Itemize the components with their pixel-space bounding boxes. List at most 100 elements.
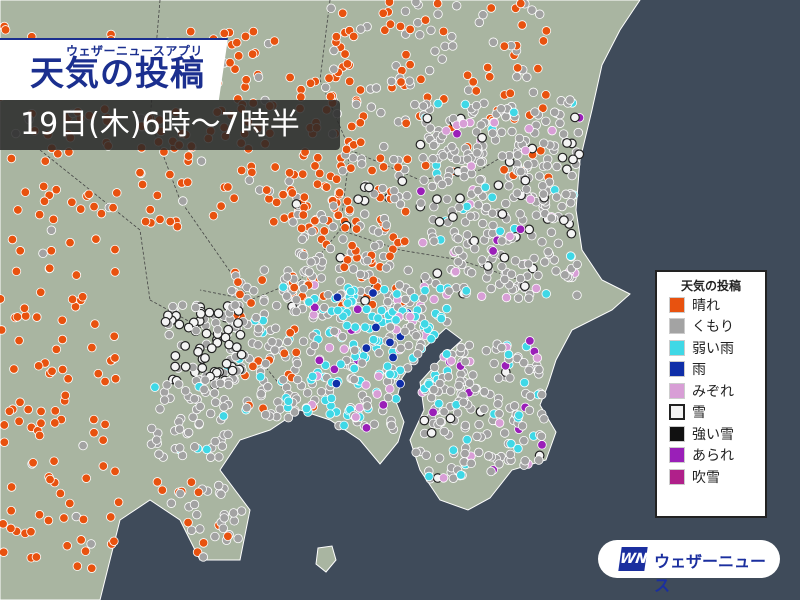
legend-swatch xyxy=(669,425,685,442)
report-marker xyxy=(209,388,220,398)
report-marker xyxy=(319,226,330,236)
report-marker xyxy=(429,140,439,151)
report-marker xyxy=(236,349,247,360)
report-marker xyxy=(210,436,220,447)
report-marker xyxy=(285,72,295,83)
report-marker xyxy=(489,117,499,128)
report-marker xyxy=(216,201,226,211)
report-marker xyxy=(233,318,243,328)
report-marker xyxy=(329,64,339,74)
report-marker xyxy=(471,86,481,96)
report-marker xyxy=(320,82,331,93)
report-marker xyxy=(420,15,431,25)
report-marker xyxy=(547,125,557,136)
report-marker xyxy=(506,269,517,279)
report-marker xyxy=(349,363,359,374)
report-marker xyxy=(291,306,301,317)
report-marker xyxy=(426,427,437,438)
report-marker xyxy=(307,371,318,382)
report-marker xyxy=(302,388,313,398)
report-marker xyxy=(186,525,197,535)
title-banner xyxy=(0,38,228,100)
legend-label: 弱い雨 xyxy=(692,340,734,357)
report-marker xyxy=(298,169,308,179)
report-marker xyxy=(454,380,464,391)
report-marker xyxy=(487,192,497,202)
report-marker xyxy=(524,124,534,134)
report-marker xyxy=(223,531,233,541)
report-marker xyxy=(395,379,405,389)
report-marker xyxy=(213,308,224,319)
report-marker xyxy=(350,345,360,355)
report-marker xyxy=(476,291,487,301)
report-marker xyxy=(371,83,382,93)
report-marker xyxy=(270,323,281,333)
report-marker xyxy=(445,386,456,396)
report-marker xyxy=(422,113,433,124)
report-marker xyxy=(242,403,252,413)
report-marker xyxy=(426,392,437,403)
report-marker xyxy=(279,348,290,359)
report-marker xyxy=(499,41,510,51)
time-range: 19日(木)6時〜7時半 xyxy=(20,107,300,142)
report-marker xyxy=(256,389,266,399)
report-marker xyxy=(200,353,210,363)
report-marker xyxy=(555,118,565,128)
report-marker xyxy=(223,182,233,192)
report-marker xyxy=(378,162,389,172)
report-marker xyxy=(257,275,267,285)
report-marker xyxy=(292,374,303,385)
report-marker xyxy=(394,280,405,290)
report-marker xyxy=(418,293,428,304)
app-name: ウェザーニュースアプリ xyxy=(66,44,203,58)
report-marker xyxy=(270,345,280,355)
report-marker xyxy=(348,264,359,274)
report-marker xyxy=(565,251,576,261)
report-marker xyxy=(262,185,272,195)
report-marker xyxy=(572,290,582,300)
report-marker xyxy=(551,266,561,276)
report-marker xyxy=(216,489,226,499)
report-marker xyxy=(51,185,62,195)
report-marker xyxy=(57,364,68,375)
report-marker xyxy=(496,104,506,114)
report-marker xyxy=(13,205,23,215)
report-marker xyxy=(379,141,389,152)
report-marker xyxy=(525,391,536,401)
report-marker xyxy=(465,211,476,221)
report-marker xyxy=(420,285,430,296)
report-marker xyxy=(533,63,543,74)
report-marker xyxy=(110,466,120,477)
report-marker xyxy=(53,149,63,159)
report-marker xyxy=(552,161,562,172)
report-marker xyxy=(253,323,264,334)
report-marker xyxy=(225,57,235,68)
report-marker xyxy=(574,149,585,160)
report-marker xyxy=(402,190,412,201)
report-marker xyxy=(338,234,348,244)
report-marker xyxy=(356,137,366,147)
report-marker xyxy=(230,64,240,74)
report-marker xyxy=(165,216,175,227)
report-marker xyxy=(501,112,511,122)
report-marker xyxy=(204,307,215,318)
report-marker xyxy=(537,440,547,450)
report-marker xyxy=(383,297,393,307)
report-marker xyxy=(197,363,208,373)
report-marker xyxy=(493,399,503,409)
report-marker xyxy=(494,418,505,428)
report-marker xyxy=(333,305,343,316)
report-marker xyxy=(316,387,327,397)
report-marker xyxy=(199,384,209,395)
report-marker xyxy=(384,0,395,7)
report-marker xyxy=(175,443,185,453)
report-marker xyxy=(347,121,357,132)
report-marker xyxy=(361,423,372,433)
legend-label: くもり xyxy=(692,319,734,336)
report-marker xyxy=(218,523,228,534)
report-marker xyxy=(525,336,535,346)
report-marker xyxy=(456,470,466,480)
report-marker xyxy=(568,154,578,165)
report-marker xyxy=(0,325,7,335)
